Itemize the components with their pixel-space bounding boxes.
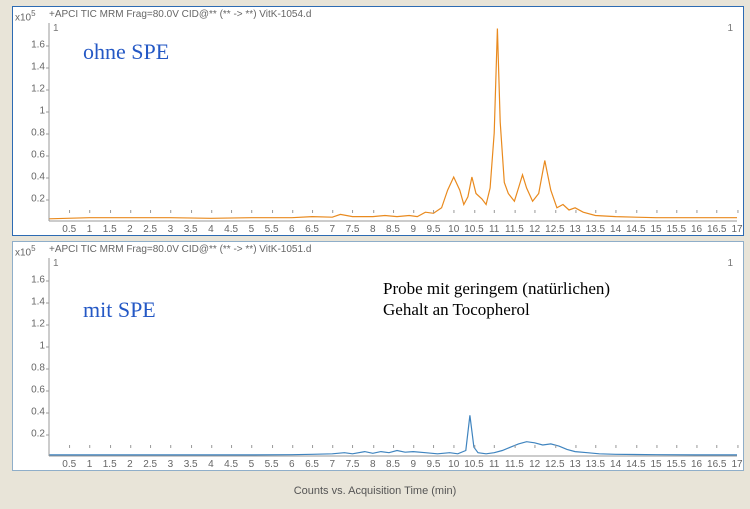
x-tick: 2.5 (143, 459, 157, 470)
x-tick: 1 (87, 224, 93, 235)
x-tick: 12.5 (545, 224, 564, 235)
chart-header-top: +APCI TIC MRM Frag=80.0V CID@** (** -> *… (49, 9, 311, 20)
x-tick: 0.5 (62, 224, 76, 235)
x-tick: 7.5 (346, 459, 360, 470)
x-tick: 10.5 (464, 224, 483, 235)
x-tick: 3.5 (184, 224, 198, 235)
x-tick: 16.5 (707, 459, 726, 470)
x-tick: 5 (249, 459, 255, 470)
x-tick: 2.5 (143, 224, 157, 235)
plot-area-top (49, 23, 737, 221)
y-tick: 1 (13, 106, 45, 117)
plot-area-bottom (49, 258, 737, 456)
x-tick: 4.5 (224, 459, 238, 470)
x-tick: 6.5 (305, 459, 319, 470)
x-tick: 14.5 (626, 459, 645, 470)
x-tick: 1 (87, 459, 93, 470)
y-tick: 1.4 (13, 62, 45, 73)
y-tick: 0.4 (13, 407, 45, 418)
x-tick: 6 (289, 459, 295, 470)
y-tick: 0.6 (13, 385, 45, 396)
y-tick: 1.4 (13, 297, 45, 308)
x-tick: 14 (610, 224, 621, 235)
x-tick: 3 (168, 459, 174, 470)
x-tick: 14.5 (626, 224, 645, 235)
x-tick: 11.5 (505, 224, 524, 235)
chart-header-bottom: +APCI TIC MRM Frag=80.0V CID@** (** -> *… (49, 244, 311, 255)
x-tick: 9.5 (427, 459, 441, 470)
x-tick: 5 (249, 224, 255, 235)
x-tick: 7 (330, 459, 336, 470)
y-exponent-top: x105 (15, 9, 36, 23)
x-tick: 7 (330, 224, 336, 235)
x-tick: 11.5 (505, 459, 524, 470)
x-tick: 5.5 (265, 224, 279, 235)
x-tick: 17 (731, 459, 742, 470)
x-tick: 15.5 (667, 224, 686, 235)
x-tick: 10.5 (464, 459, 483, 470)
x-tick: 2 (127, 459, 133, 470)
y-tick: 1.6 (13, 40, 45, 51)
y-tick: 1 (13, 341, 45, 352)
y-tick: 1.2 (13, 319, 45, 330)
x-tick: 13.5 (586, 459, 605, 470)
x-tick: 3.5 (184, 459, 198, 470)
x-tick: 6.5 (305, 224, 319, 235)
trace-line (49, 415, 737, 455)
chart-panel-bottom: x105 +APCI TIC MRM Frag=80.0V CID@** (**… (12, 241, 744, 471)
y-tick: 1.6 (13, 275, 45, 286)
x-tick: 5.5 (265, 459, 279, 470)
x-tick: 0.5 (62, 459, 76, 470)
x-tick: 8.5 (386, 224, 400, 235)
x-tick: 7.5 (346, 224, 360, 235)
x-tick: 15 (650, 224, 661, 235)
x-tick: 17 (731, 224, 742, 235)
x-tick: 9.5 (427, 224, 441, 235)
x-tick: 9 (410, 459, 416, 470)
x-tick: 10 (448, 224, 459, 235)
chart-panel-top: x105 +APCI TIC MRM Frag=80.0V CID@** (**… (12, 6, 744, 236)
y-tick: 0.2 (13, 194, 45, 205)
x-tick: 11 (489, 459, 499, 470)
y-exponent-bottom: x105 (15, 244, 36, 258)
x-tick: 16.5 (707, 224, 726, 235)
x-tick: 10 (448, 459, 459, 470)
y-tick: 0.6 (13, 150, 45, 161)
chromatogram-top (49, 23, 737, 221)
figure-root: x105 +APCI TIC MRM Frag=80.0V CID@** (**… (0, 0, 750, 509)
x-tick: 16 (691, 459, 702, 470)
x-axis-label: Counts vs. Acquisition Time (min) (0, 485, 750, 497)
y-tick: 0.4 (13, 172, 45, 183)
x-tick: 6 (289, 224, 295, 235)
x-tick: 13 (570, 459, 581, 470)
x-tick: 16 (691, 224, 702, 235)
y-tick: 1.2 (13, 84, 45, 95)
x-tick: 2 (127, 224, 133, 235)
x-tick: 15.5 (667, 459, 686, 470)
x-tick: 8.5 (386, 459, 400, 470)
y-tick: 0.2 (13, 429, 45, 440)
y-tick: 0.8 (13, 128, 45, 139)
x-tick: 1.5 (103, 459, 117, 470)
x-tick: 8 (370, 459, 376, 470)
x-tick: 8 (370, 224, 376, 235)
chromatogram-bottom (49, 258, 737, 456)
x-tick: 14 (610, 459, 621, 470)
x-tick: 9 (410, 224, 416, 235)
x-tick: 4 (208, 459, 214, 470)
x-tick: 12 (529, 224, 540, 235)
x-tick: 1.5 (103, 224, 117, 235)
x-tick: 15 (650, 459, 661, 470)
x-tick: 12 (529, 459, 540, 470)
trace-line (49, 29, 737, 219)
x-tick: 13 (570, 224, 581, 235)
x-tick: 4.5 (224, 224, 238, 235)
x-tick: 11 (489, 224, 499, 235)
y-tick: 0.8 (13, 363, 45, 374)
x-tick: 3 (168, 224, 174, 235)
x-tick: 12.5 (545, 459, 564, 470)
x-tick: 13.5 (586, 224, 605, 235)
x-tick: 4 (208, 224, 214, 235)
